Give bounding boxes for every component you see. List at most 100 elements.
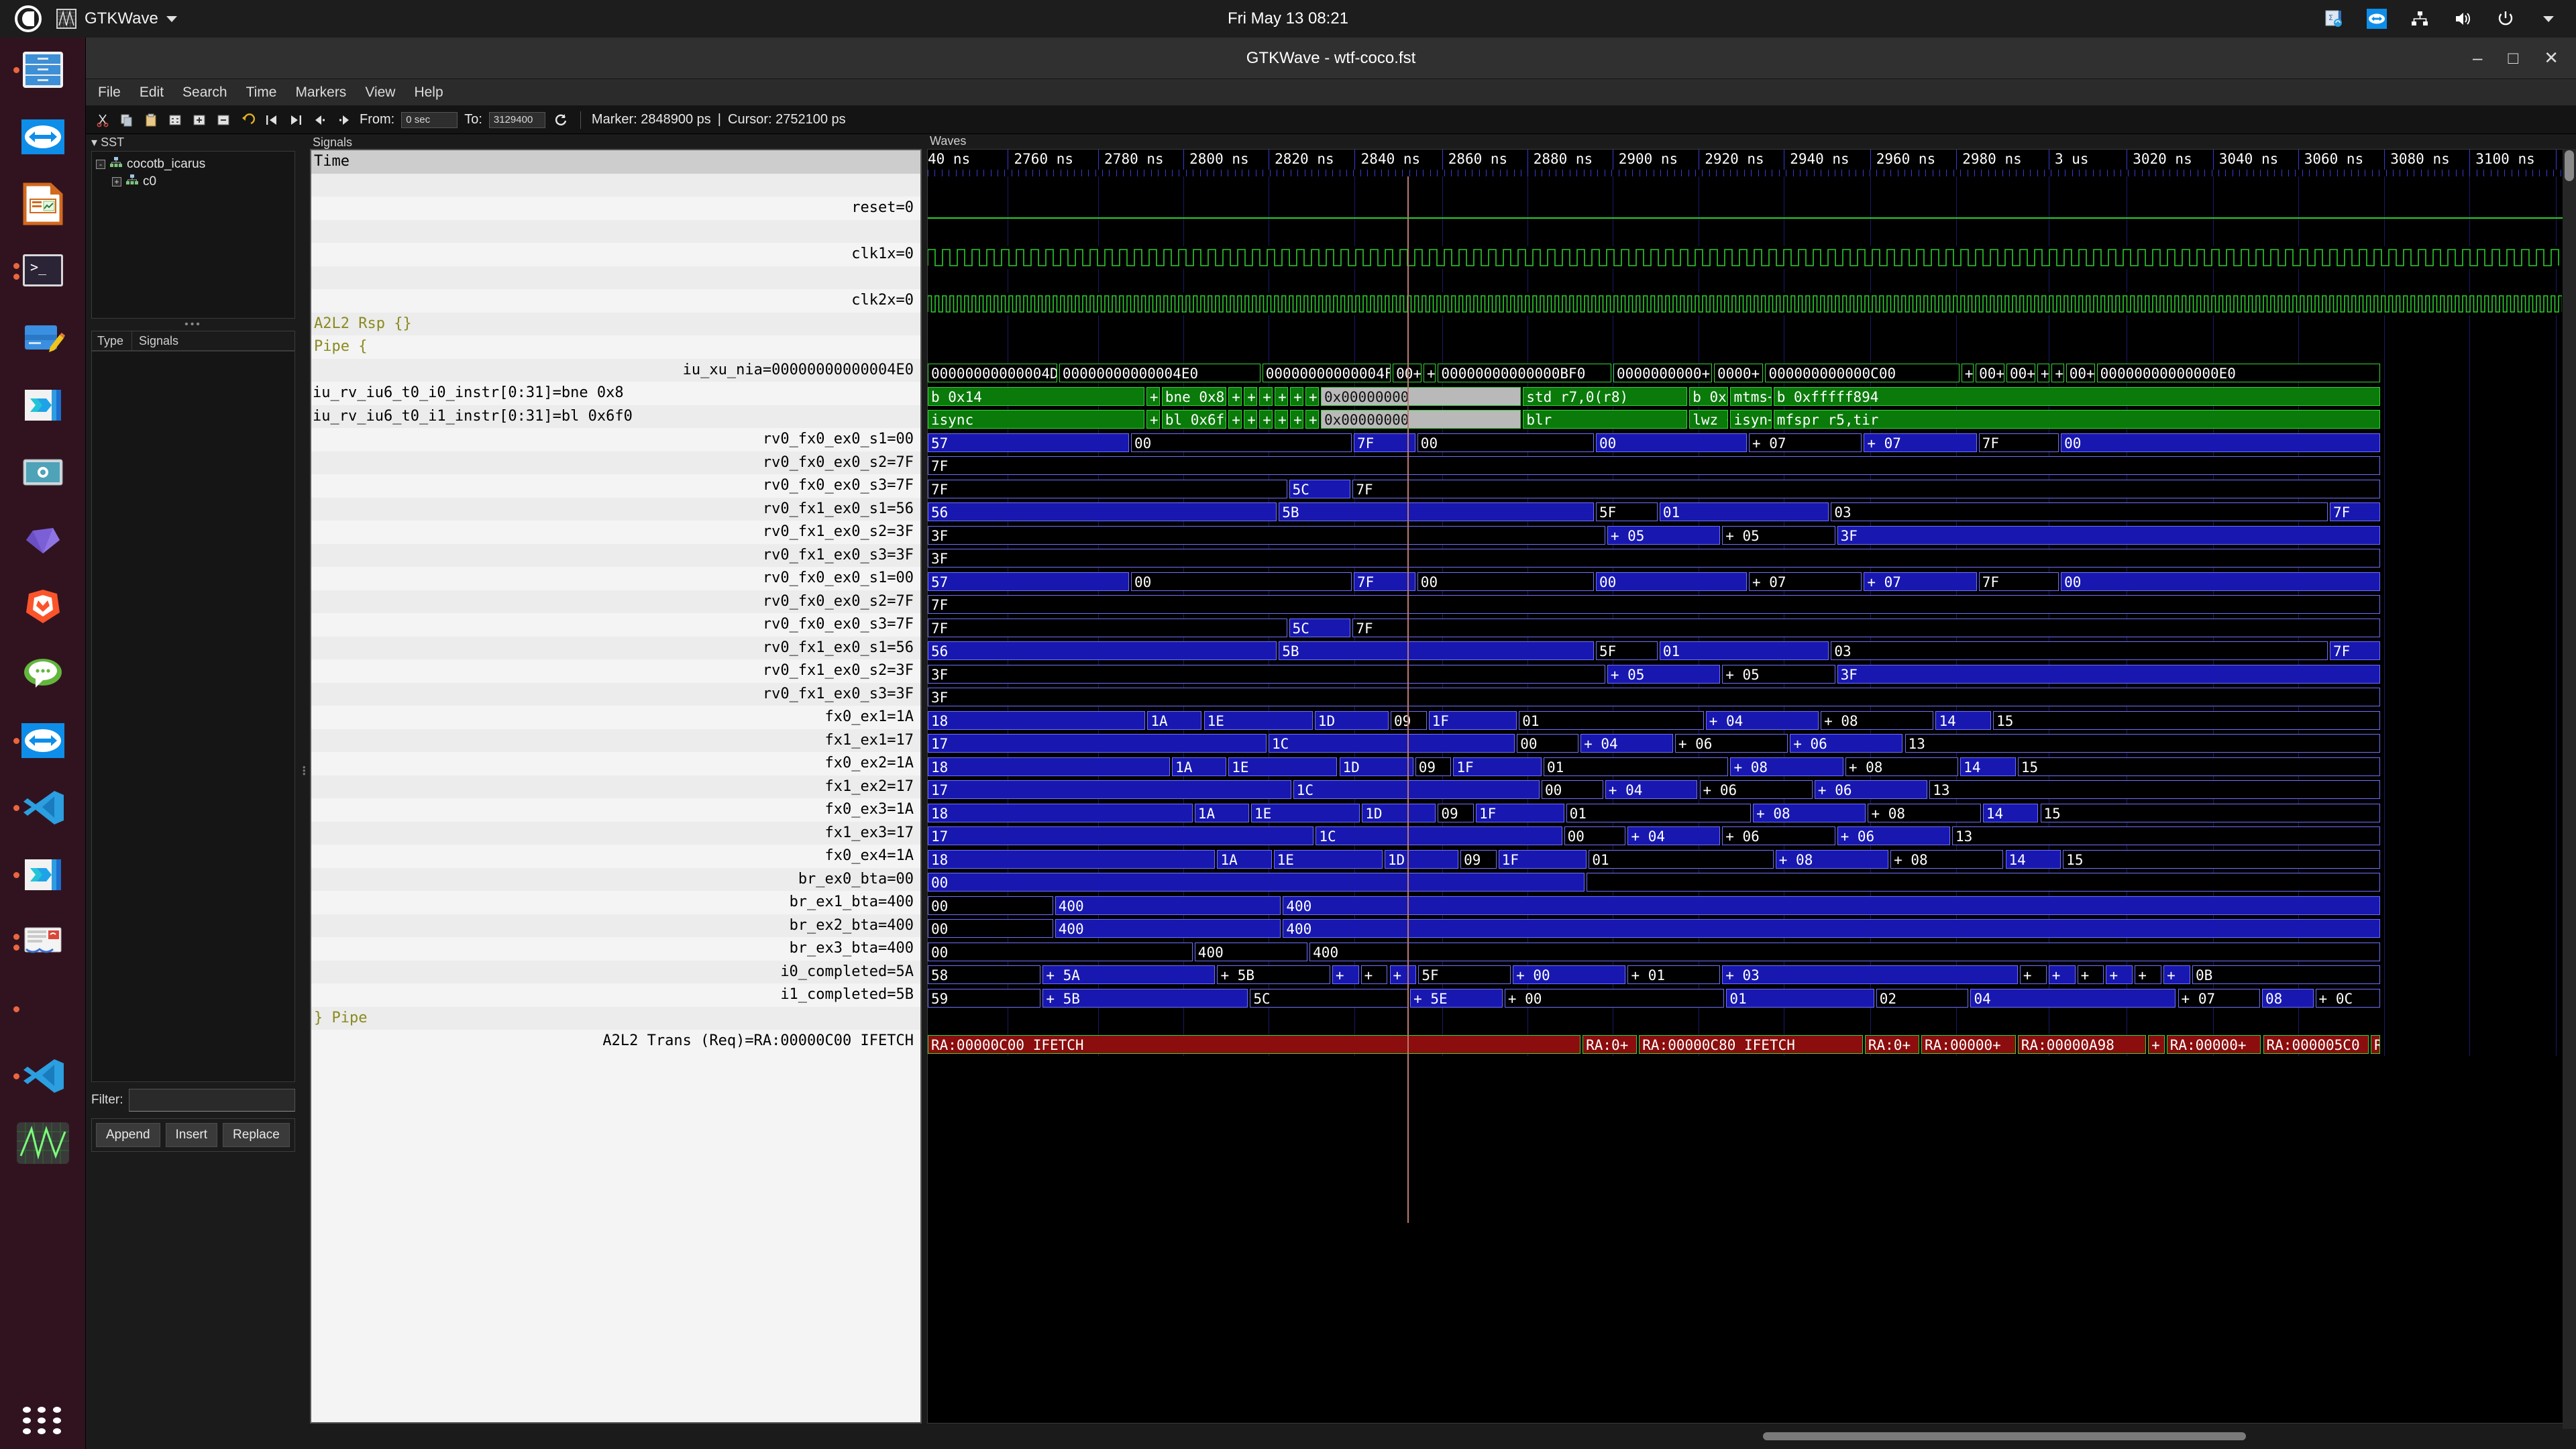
signal-name-row[interactable]: Time [311, 150, 920, 174]
wave-row-vector[interactable]: 7F 5C 7F [928, 616, 2563, 639]
signal-name-row[interactable]: br_ex1_bta=400 [789, 894, 914, 910]
wave-row-vector[interactable]: 3F [928, 547, 2563, 570]
power-icon[interactable] [2494, 7, 2517, 30]
paste-icon[interactable] [142, 111, 160, 129]
signal-name-row[interactable]: clk2x=0 [851, 292, 914, 309]
signal-name-row[interactable]: br_ex2_bta=400 [311, 914, 920, 937]
wave-row-vector[interactable]: 7F [928, 593, 2563, 616]
chevron-down-icon[interactable] [2537, 7, 2560, 30]
expander-minus-icon[interactable]: - [96, 160, 105, 169]
signal-name-row[interactable]: Pipe { [314, 338, 368, 355]
dock-item-evince[interactable] [11, 910, 75, 974]
signal-name-row[interactable] [311, 219, 920, 243]
dock-item-files[interactable] [11, 38, 75, 102]
menu-markers[interactable]: Markers [295, 84, 347, 100]
insert-button[interactable]: Insert [165, 1123, 218, 1147]
zoom-fit-icon[interactable] [166, 111, 184, 129]
wave-row-blank[interactable] [928, 315, 2563, 339]
wave-row-signal-low[interactable] [928, 199, 2563, 223]
signal-name-row[interactable]: rv0_fx0_ex0_s2=7F [311, 451, 920, 474]
signal-name-row[interactable]: i0_completed=5A [311, 960, 920, 983]
dock-item-messages[interactable] [11, 641, 75, 706]
column-header-signals[interactable]: Signals [139, 333, 179, 347]
signal-name-row[interactable]: iu_rv_iu6_t0_i1_instr[0:31]=bl 0x6f0 [311, 405, 920, 428]
wave-row-vector[interactable]: 18 1A 1E 1D 09 1F 01 + 08 + 08 14 15 [928, 801, 2563, 824]
wave-horizontal-scrollbar[interactable] [86, 1429, 2576, 1444]
cut-icon[interactable] [94, 111, 111, 129]
signal-name-row[interactable] [311, 266, 920, 289]
wave-row-vector[interactable]: 17 1C 00 + 04 + 06 + 06 13 [928, 732, 2563, 755]
wave-row-blank[interactable] [928, 269, 2563, 292]
wave-vertical-scrollbar[interactable] [2563, 149, 2576, 1432]
dock-item-sublime-merge[interactable] [11, 373, 75, 437]
wave-row-vector[interactable]: 7F [928, 454, 2563, 478]
wave-row-vector[interactable]: 59 + 5B 5C + 5E + 00 01 02 04 + 07 08 + 0C [928, 986, 2563, 1010]
signal-name-row[interactable]: fx1_ex3=17 [311, 821, 920, 845]
menu-edit[interactable]: Edit [139, 84, 164, 100]
wave-row-vector[interactable]: 3F + 05 + 05 3F [928, 662, 2563, 686]
signal-name-row[interactable]: A2L2 Rsp {} [311, 312, 920, 335]
show-applications-button[interactable] [23, 1407, 63, 1434]
wave-row-clock[interactable] [928, 246, 2563, 269]
signal-name-row[interactable]: iu_rv_iu6_t0_i0_instr[0:31]=bne 0x8 [313, 384, 624, 401]
signal-name-row[interactable]: rv0_fx1_ex0_s1=56 [311, 497, 920, 521]
dock-item-vscode[interactable] [11, 775, 75, 840]
signal-name-row[interactable]: fx0_ex2=1A [824, 755, 914, 771]
signal-name-row[interactable]: reset=0 [851, 199, 914, 216]
expander-plus-icon[interactable]: + [112, 177, 121, 186]
signal-name-row[interactable]: A2L2 Trans (Req)=RA:00000C00 IFETCH [602, 1032, 914, 1049]
dock-item-libreoffice-impress[interactable] [11, 172, 75, 236]
wave-canvas[interactable]: 40 ns 2760 ns 2780 ns 2800 ns 2820 ns 2840 ns… [927, 149, 2564, 1424]
dock-item-teamviewer[interactable] [11, 105, 75, 169]
wave-row-blank[interactable] [928, 338, 2563, 362]
signal-name-row[interactable]: fx0_ex4=1A [824, 847, 914, 864]
cursor-marker-line[interactable] [1407, 176, 1409, 1223]
signal-name-row[interactable]: rv0_fx0_ex0_s3=7F [762, 616, 914, 633]
signal-name-row[interactable]: fx0_ex1=1A [824, 708, 914, 725]
signal-name-row[interactable]: rv0_fx1_ex0_s1=56 [311, 636, 920, 659]
dock-item-gem[interactable] [11, 507, 75, 572]
wave-row-vector[interactable]: RA:00000C00 IFETCH RA:0+ RA:00000C80 IFETC… [928, 1032, 2563, 1056]
signal-name-row[interactable]: i1_completed=5B [780, 986, 914, 1003]
wave-row-vector[interactable]: 3F + 05 + 05 3F [928, 523, 2563, 547]
signal-name-row[interactable]: rv0_fx0_ex0_s1=00 [762, 570, 914, 586]
tree-node-c0[interactable]: + c0 [96, 173, 290, 191]
signal-name-row[interactable] [311, 173, 920, 197]
dock-item-sublime-merge-2[interactable] [11, 843, 75, 907]
dock-item-screenshot[interactable] [11, 440, 75, 504]
teamviewer-icon[interactable] [2365, 7, 2388, 30]
signal-name-row[interactable]: clk1x=0 [851, 246, 914, 262]
signal-name-row[interactable]: iu_xu_nia=00000000000004E0 [311, 358, 920, 382]
append-button[interactable]: Append [96, 1123, 160, 1147]
wave-row-blank[interactable] [928, 223, 2563, 246]
ubuntu-logo-icon[interactable] [15, 5, 42, 32]
dock-item-gtkwave[interactable] [11, 1111, 75, 1175]
wave-row-vector[interactable]: b 0x14 + bne 0x8 + + + + + +0x00000000 std r7,0(r… [928, 384, 2563, 408]
wave-row-blank[interactable] [928, 1010, 2563, 1033]
replace-button[interactable]: Replace [223, 1123, 290, 1147]
zoom-undo-icon[interactable] [239, 111, 256, 129]
menu-view[interactable]: View [365, 84, 396, 100]
goto-start-icon[interactable] [263, 111, 280, 129]
filter-input[interactable] [128, 1089, 295, 1112]
dock-item-terminal[interactable]: >_ [11, 239, 75, 303]
app-menu-button[interactable]: GTKWave [56, 9, 177, 29]
signal-names-list[interactable]: Time reset=0 clk1x=0 clk2x=0 A2L2 Rsp {} Pipe… [310, 149, 922, 1424]
goto-end-icon[interactable] [287, 111, 305, 129]
wave-row-vector[interactable]: 00000000000004D8 00000000000004E0 00000000… [928, 362, 2563, 385]
menu-time[interactable]: Time [246, 84, 277, 100]
screenshot-sync-icon[interactable]: Σ [2322, 7, 2345, 30]
next-edge-icon[interactable] [335, 111, 353, 129]
wave-row-vector[interactable]: 18 1A 1E 1D 09 1F 01 + 08 + 08 14 15 [928, 847, 2563, 871]
menu-search[interactable]: Search [182, 84, 227, 100]
wave-row-vector[interactable]: 57 00 7F 00 00 + 07 + 07 7F 00 [928, 570, 2563, 593]
signal-name-row[interactable]: rv0_fx0_ex0_s1=00 [762, 431, 914, 447]
signal-name-row[interactable]: } Pipe [311, 1006, 920, 1030]
tree-node-cocotb-icarus[interactable]: - cocotb_icarus [96, 156, 290, 173]
dock-item-vscode-2[interactable] [11, 1044, 75, 1108]
time-ruler[interactable]: 40 ns 2760 ns 2780 ns 2800 ns 2820 ns 2840 ns… [928, 150, 2563, 170]
reload-icon[interactable] [552, 111, 570, 129]
wave-row-vector[interactable]: 3F [928, 686, 2563, 709]
dock-item-blank[interactable] [11, 977, 75, 1041]
